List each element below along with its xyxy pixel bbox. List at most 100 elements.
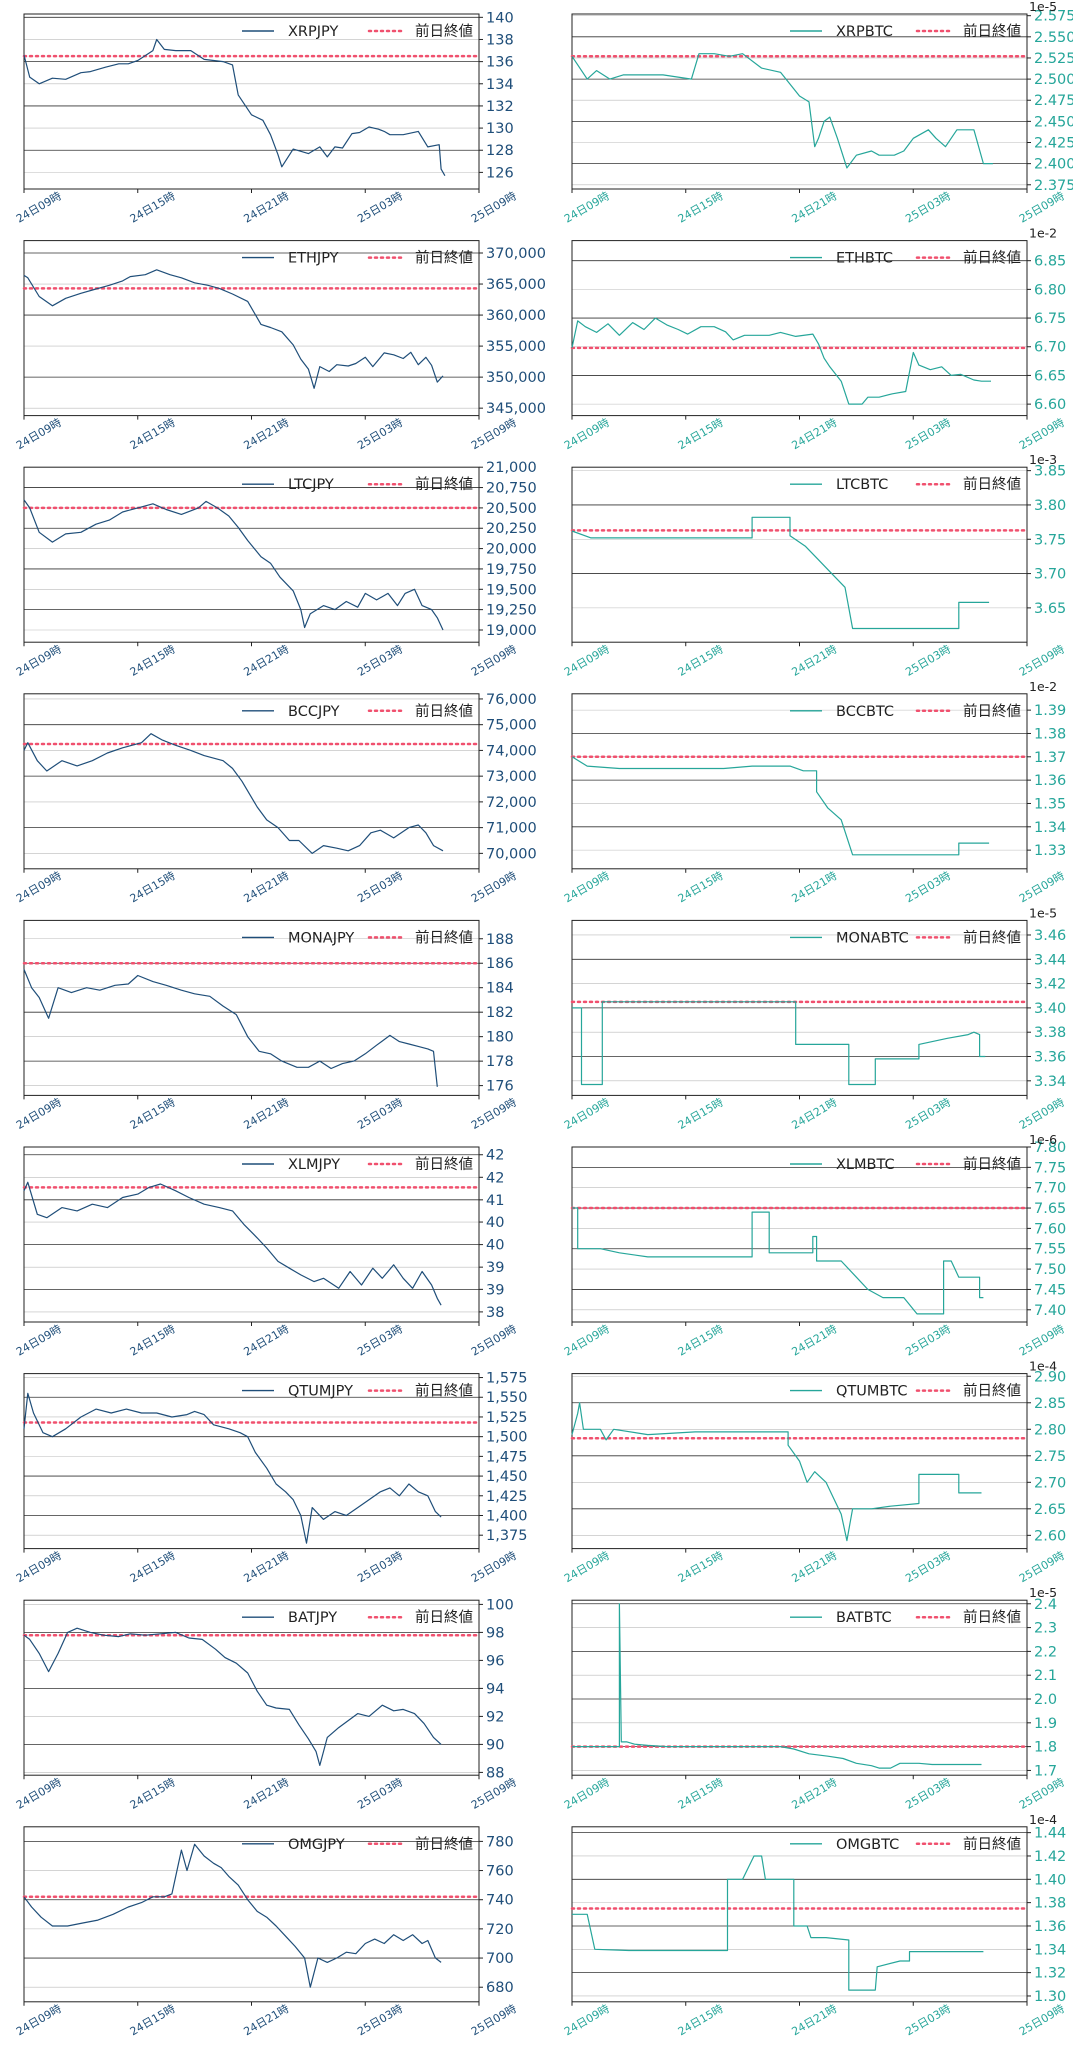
y-tick-label: 3.65 [1034,601,1066,617]
y-tick-label: 7.80 [1034,1140,1066,1156]
x-tick-label: 25日09時 [469,2002,519,2038]
y-tick-label: 3.75 [1034,532,1066,548]
y-tick-label: 7.60 [1034,1221,1066,1237]
x-tick-label: 25日03時 [903,869,953,905]
y-tick-label: 42 [486,1170,504,1186]
x-tick-label: 24日15時 [676,643,726,679]
x-tick-label: 24日09時 [14,1549,64,1585]
series-line [23,1181,442,1306]
y-tick-label: 3.46 [1034,928,1066,944]
x-tick-label: 24日09時 [562,2002,612,2038]
legend-prev-close-label: 前日終値 [963,929,1021,946]
legend-series-label: BATBTC [836,1610,892,1626]
y-tick-label: 1,475 [486,1449,528,1465]
y-tick-label: 19,250 [486,603,537,619]
y-tick-label: 19,000 [486,623,537,639]
y-tick-label: 134 [486,77,514,93]
y-tick-label: 2.400 [1034,157,1073,173]
x-tick-label: 24日21時 [242,1776,292,1812]
y-tick-label: 3.38 [1034,1025,1066,1041]
x-tick-label: 25日09時 [469,416,519,452]
axis-exponent: 1e-3 [1029,452,1057,467]
y-tick-label: 1,425 [486,1489,528,1505]
y-tick-label: 182 [486,1005,514,1021]
x-tick-label: 25日09時 [1017,416,1067,452]
legend-prev-close-label: 前日終値 [415,1836,473,1853]
legend-prev-close-label: 前日終値 [415,703,473,720]
y-tick-label: 2.60 [1034,1528,1066,1544]
y-tick-label: 6.80 [1034,282,1066,298]
y-tick-label: 7.50 [1034,1262,1066,1278]
y-tick-label: 90 [486,1737,504,1753]
y-tick-label: 39 [486,1260,504,1276]
x-tick-label: 25日03時 [355,643,405,679]
legend-prev-close-label: 前日終値 [963,1156,1021,1173]
plot-frame [23,1146,480,1323]
y-tick-label: 345,000 [486,401,546,417]
series-line [23,38,446,176]
x-tick-label: 25日03時 [355,2002,405,2038]
plot-frame [23,13,480,190]
x-tick-label: 25日09時 [469,1322,519,1358]
y-tick-label: 1.44 [1034,1826,1066,1842]
x-tick-label: 25日03時 [355,1549,405,1585]
x-tick-label: 24日09時 [562,869,612,905]
axis-exponent: 1e-5 [1029,0,1057,14]
x-tick-label: 24日09時 [14,643,64,679]
x-tick-label: 24日15時 [676,869,726,905]
x-tick-label: 25日03時 [355,189,405,225]
y-tick-label: 130 [486,121,514,137]
legend: QTUMBTC 前日終値 [790,1383,1021,1400]
y-tick-label: 128 [486,143,514,159]
legend-prev-close-label: 前日終値 [415,1609,473,1626]
y-tick-label: 2.575 [1034,9,1073,25]
legend-prev-close-label: 前日終値 [415,250,473,267]
y-tick-label: 370,000 [486,246,546,262]
y-tick-label: 1,375 [486,1528,528,1544]
x-tick-label: 25日09時 [469,869,519,905]
y-tick-label: 20,500 [486,501,537,517]
x-tick-label: 25日03時 [903,189,953,225]
x-tick-label: 24日21時 [790,189,840,225]
y-tick-label: 1.34 [1034,1942,1066,1958]
series-line [23,1843,442,1988]
legend-prev-close-label: 前日終値 [415,23,473,40]
plot-frame [571,240,1028,417]
y-tick-label: 680 [486,1980,514,1996]
x-tick-label: 24日15時 [676,416,726,452]
series-line [23,1627,442,1766]
series-line [23,269,444,389]
x-tick-label: 24日21時 [790,869,840,905]
x-tick-label: 25日09時 [1017,1549,1067,1585]
x-tick-label: 24日15時 [128,869,178,905]
x-tick-label: 24日21時 [242,1549,292,1585]
y-tick-label: 1,525 [486,1410,528,1426]
y-tick-label: 1.38 [1034,1896,1066,1912]
series-line [571,317,991,405]
x-tick-label: 24日09時 [562,643,612,679]
x-tick-label: 25日03時 [903,416,953,452]
y-tick-label: 700 [486,1951,514,1967]
x-tick-label: 25日03時 [903,1096,953,1132]
x-tick-label: 24日15時 [128,1096,178,1132]
y-tick-label: 7.65 [1034,1201,1066,1217]
x-tick-label: 24日21時 [790,1322,840,1358]
y-tick-label: 88 [486,1765,504,1781]
y-tick-label: 1,575 [486,1371,528,1387]
x-tick-label: 24日21時 [790,1096,840,1132]
y-tick-label: 1.32 [1034,1966,1066,1982]
y-tick-label: 2.85 [1034,1396,1066,1412]
legend: ETHBTC 前日終値 [790,250,1021,267]
legend: LTCBTC 前日終値 [790,476,1021,493]
y-tick-label: 136 [486,55,514,71]
y-tick-label: 178 [486,1054,514,1070]
x-tick-label: 24日15時 [128,1549,178,1585]
y-tick-label: 2.550 [1034,30,1073,46]
y-tick-label: 2.65 [1034,1502,1066,1518]
x-tick-label: 24日15時 [676,189,726,225]
legend: ETHJPY 前日終値 [242,250,473,267]
series-line [23,733,444,854]
legend-prev-close-label: 前日終値 [415,929,473,946]
